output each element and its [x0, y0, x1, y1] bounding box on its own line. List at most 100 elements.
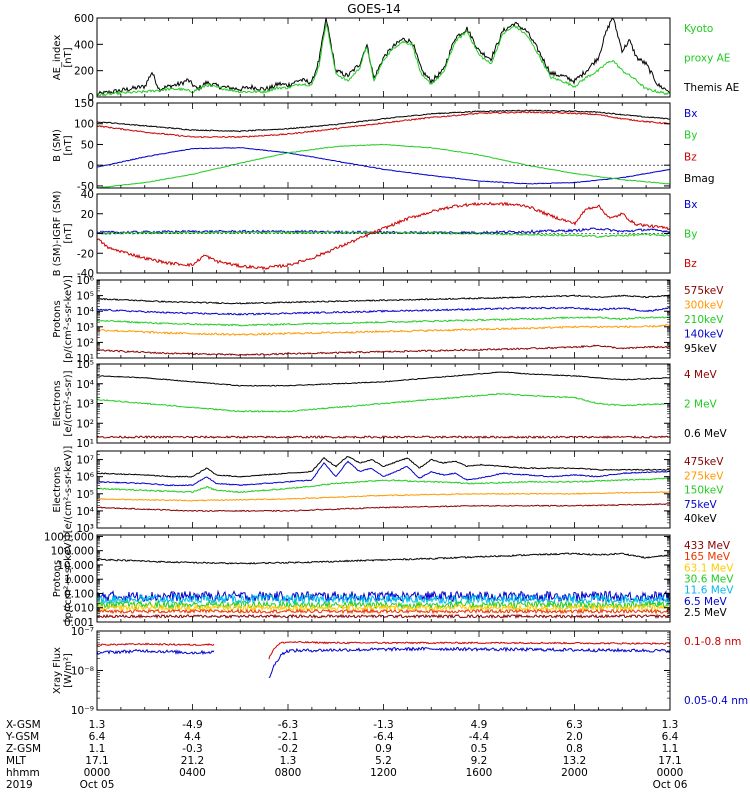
y-tick-label: 40: [81, 189, 94, 201]
series-line-2-5-mev: [97, 552, 670, 565]
series-line-150kev: [97, 477, 670, 494]
panel-6-series: [97, 455, 670, 513]
chart-title: GOES-14: [347, 2, 401, 16]
y-axis-label: Xray Flux: [52, 647, 63, 694]
legend-0-6-mev: 0.6 MeV: [684, 428, 728, 440]
panel-6: 10³ 10⁴ 10⁵ 10⁶ 10⁷ Electrons [e/(cm²-s-sr-keV…: [52, 446, 724, 535]
series-line-0-05-0-4-nm-1: [97, 648, 215, 656]
ephemeris-cell: -6.4: [373, 731, 394, 743]
ephemeris-cell: 1.3: [280, 755, 297, 767]
y-tick-label: -20: [77, 248, 94, 260]
series-line-75kev: [97, 460, 670, 487]
y-axis-label: B (SM)-IGRF (SM): [52, 191, 63, 277]
legend-30-6-mev: 30.6 MeV: [684, 574, 734, 586]
y-tick-label: 400: [74, 39, 94, 51]
y-tick-label: -40: [77, 268, 94, 280]
y-axis-label: [nT]: [63, 223, 74, 243]
ephemeris-cell: -6.3: [278, 719, 299, 731]
y-tick-label: 10⁷: [76, 455, 94, 467]
panel-4: 10¹ 10² 10³ 10⁴ 10⁵ 10⁶ Protons [p/(cm²-s-sr-ke…: [52, 275, 724, 365]
y-axis-label: Electrons: [52, 380, 63, 426]
series-line-63-1-mev: [97, 603, 670, 613]
ephemeris-cell: 0.8: [566, 743, 583, 755]
y-tick-label: 10⁶: [76, 472, 94, 484]
legend-2-5-mev: 2.5 MeV: [684, 607, 728, 619]
series-line-bz: [97, 201, 670, 271]
ephemeris-cell: 6.4: [89, 731, 106, 743]
y-tick-label: 1000.000: [44, 531, 94, 543]
panel-1: 0 200 400 600 AE_index [nT] Kyoto proxy AE Themi…: [52, 13, 739, 104]
ephemeris-cell: -0.2: [278, 743, 299, 755]
panel-2-series: [97, 109, 670, 188]
ephemeris-cell: 1.3: [662, 719, 679, 731]
y-tick-label: 100.000: [51, 546, 94, 558]
ephemeris-cell: -4.9: [182, 719, 203, 731]
legend-bx: Bx: [684, 108, 697, 120]
ephemeris-row-label: MLT: [6, 755, 26, 767]
ephemeris-cell: 21.2: [181, 755, 204, 767]
series-line-40kev: [97, 455, 670, 478]
legend-bmag: Bmag: [684, 173, 715, 185]
ephemeris-cell: 1.3: [89, 719, 106, 731]
y-tick-label: 10¹: [76, 353, 94, 365]
series-line-275kev: [97, 491, 670, 502]
panel-1-series: [97, 18, 670, 97]
y-tick-label: 0: [87, 160, 94, 172]
series-line-bx: [97, 146, 670, 185]
ephemeris-cell: -0.3: [182, 743, 203, 755]
y-tick-label: -50: [77, 181, 94, 193]
ephemeris-cell: 1200: [370, 767, 397, 779]
series-line-0-1-0-8-nm-1: [97, 642, 215, 647]
ephemeris-cell: 6.4: [662, 731, 679, 743]
ephemeris-cell: 17.1: [658, 755, 681, 767]
y-tick-label: 10⁴: [76, 306, 94, 318]
legend-proxy-ae: proxy AE: [684, 53, 730, 65]
y-tick-label: 10⁻⁹: [71, 705, 94, 717]
panel-8-series: [97, 640, 670, 679]
ephemeris-row-label: Z-GSM: [6, 743, 41, 755]
ephemeris-cell: 0400: [179, 767, 206, 779]
series-line-by: [97, 230, 670, 239]
ephemeris-cell: 2.0: [566, 731, 583, 743]
legend-63-1-mev: 63.1 MeV: [684, 562, 734, 574]
ephemeris-cell: 13.2: [563, 755, 586, 767]
panel-frame: [96, 450, 671, 529]
legend-40kev: 40keV: [684, 513, 718, 525]
ephemeris-cell: -2.1: [278, 731, 299, 743]
series-line-0-1-0-8-nm-2: [268, 640, 670, 660]
y-axis-label: Protons: [52, 560, 63, 597]
y-axis-label: [e/(cm²-s-sr)]: [63, 370, 74, 436]
legend-2-mev: 2 MeV: [684, 399, 718, 411]
y-tick-label: 10³: [76, 322, 94, 334]
y-tick-label: 100: [74, 119, 94, 131]
y-tick-label: 10³: [76, 399, 94, 411]
ephemeris-row-label: Y-GSM: [5, 731, 39, 743]
y-tick-label: 10⁵: [76, 359, 94, 371]
legend-11-6-mev: 11.6 MeV: [684, 585, 734, 597]
series-line-themis-ae: [97, 18, 670, 97]
y-tick-label: 0.100: [64, 588, 94, 600]
ephemeris-cell: 1.1: [89, 743, 106, 755]
y-tick-label: 0: [87, 229, 94, 241]
legend-bz: Bz: [684, 151, 697, 163]
panel-7-series: [97, 552, 670, 619]
legend-4-mev: 4 MeV: [684, 369, 718, 381]
y-axis-label: [p/(cm²-s-sr-keV)]: [63, 535, 74, 623]
legend-140kev: 140keV: [684, 329, 724, 341]
series-line-0-05-0-4-nm-2: [268, 646, 670, 679]
legend-by: By: [684, 130, 697, 142]
panel-7: 0.001 0.010 0.100 1.000 10.000 100.000 1000.00…: [44, 531, 734, 629]
y-tick-label: 10⁻⁸: [71, 666, 94, 678]
ephemeris-cell: 0.5: [471, 743, 488, 755]
ephemeris-cell: 9.2: [471, 755, 488, 767]
legend-475kev: 475keV: [684, 456, 724, 468]
series-line-95kev: [97, 294, 670, 305]
series-line-0-6-mev: [97, 371, 670, 387]
y-tick-label: 50: [81, 139, 94, 151]
ephemeris-cell: 4.9: [471, 719, 488, 731]
panel-3: -40 -20 0 20 40 B (SM)-IGRF (SM) [nT] Bx By Bz: [52, 189, 697, 280]
legend-by: By: [684, 229, 697, 241]
y-tick-label: 10⁵: [76, 489, 94, 501]
